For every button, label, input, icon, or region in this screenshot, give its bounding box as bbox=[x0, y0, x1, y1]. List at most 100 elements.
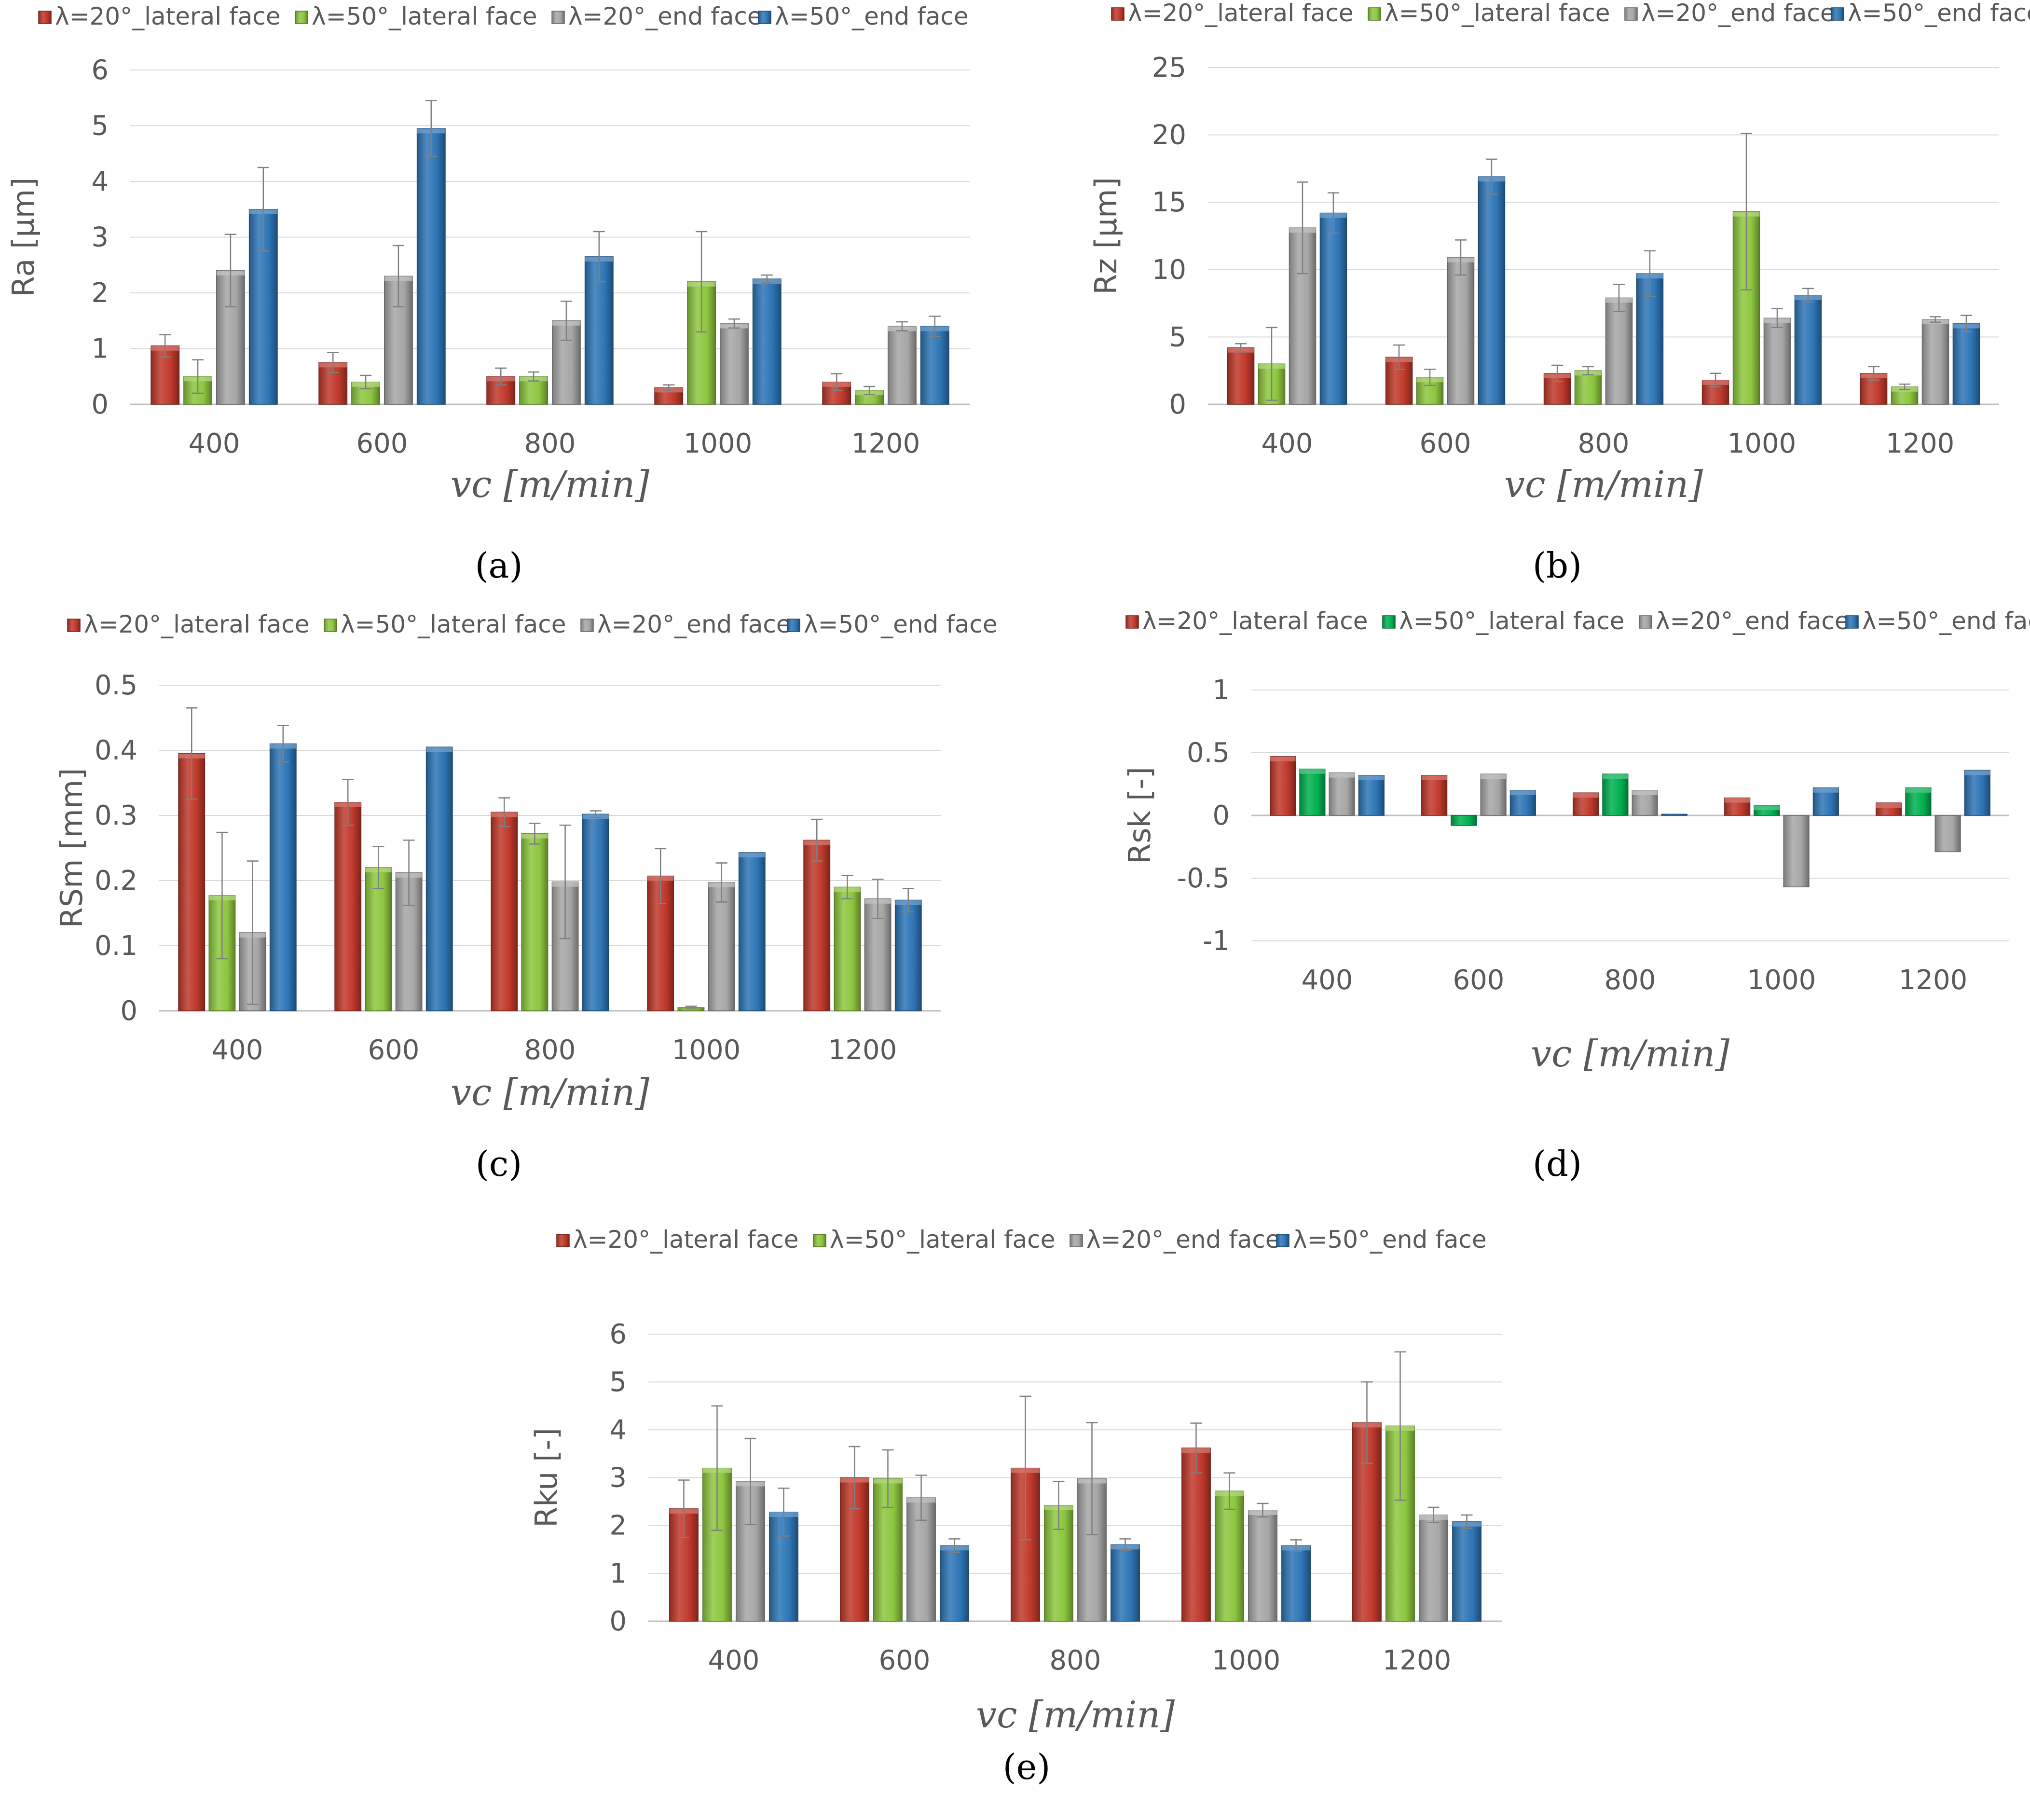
caption-b: (b) bbox=[1532, 545, 1582, 586]
legend-swatch bbox=[1276, 1234, 1289, 1247]
error-bar bbox=[872, 879, 884, 919]
error-bar bbox=[1119, 1538, 1131, 1551]
x-tick-label: 400 bbox=[1302, 965, 1353, 996]
x-tick-label: 800 bbox=[1605, 965, 1656, 996]
x-tick-label: 400 bbox=[1262, 428, 1313, 459]
legend-swatch bbox=[1831, 7, 1844, 21]
error-bar bbox=[327, 352, 339, 373]
x-tick-label: 1200 bbox=[1383, 1645, 1452, 1676]
error-bar bbox=[948, 1538, 960, 1553]
error-bar bbox=[425, 100, 437, 157]
legend-item: λ=50°_end face bbox=[787, 610, 998, 638]
legend-item: λ=50°_lateral face bbox=[295, 2, 537, 30]
error-bar bbox=[811, 818, 823, 862]
error-bar bbox=[1394, 1351, 1406, 1501]
error-bar bbox=[186, 707, 198, 800]
legend-item: λ=20°_end face bbox=[580, 610, 791, 638]
error-bar bbox=[1190, 1422, 1202, 1474]
legend-label: λ=50°_end face bbox=[804, 610, 998, 638]
legend-item: λ=20°_lateral face bbox=[1111, 0, 1353, 27]
bar bbox=[521, 833, 549, 1011]
legend-swatch bbox=[1382, 615, 1396, 629]
bar bbox=[425, 746, 453, 1011]
error-bar bbox=[841, 874, 853, 900]
bar bbox=[738, 852, 766, 1011]
legend-swatch bbox=[1125, 615, 1139, 629]
legend-swatch bbox=[556, 1234, 570, 1247]
error-bar bbox=[864, 386, 876, 395]
y-tick-label: 0 bbox=[91, 389, 109, 420]
y-tick-label: 1 bbox=[91, 333, 109, 365]
error-bar bbox=[1427, 1506, 1440, 1523]
x-tick-label: 1000 bbox=[1212, 1645, 1281, 1676]
error-bar bbox=[342, 779, 354, 826]
y-tick-label: 2 bbox=[91, 277, 109, 309]
bar bbox=[1934, 815, 1961, 853]
legend-item: λ=50°_end face bbox=[1845, 608, 2030, 635]
chart-c-svg: 0 0.1 0.2 0.3 0.4 0.5 400 600 800 1000 1200 RSm [mm… bbox=[54, 610, 998, 1114]
error-bar bbox=[559, 825, 571, 939]
error-bar bbox=[1424, 369, 1436, 386]
legend-swatch bbox=[295, 11, 308, 24]
error-bar bbox=[1053, 1481, 1065, 1530]
y-tick-label: 4 bbox=[609, 1414, 627, 1446]
bar bbox=[269, 743, 297, 1011]
y-tick-label: 1 bbox=[609, 1558, 627, 1589]
x-tick-label: 1200 bbox=[851, 428, 920, 459]
legend-item: λ=20°_end face bbox=[1070, 1226, 1280, 1254]
x-tick-label: 800 bbox=[1050, 1645, 1101, 1676]
bar bbox=[1227, 347, 1255, 405]
error-bar bbox=[1223, 1472, 1235, 1510]
y-tick-label: 6 bbox=[609, 1319, 627, 1350]
y-tick-label: 25 bbox=[1152, 52, 1186, 83]
y-tick-label: 3 bbox=[91, 222, 109, 253]
bar bbox=[582, 813, 609, 1011]
bar bbox=[1783, 815, 1810, 887]
bar bbox=[1605, 297, 1633, 405]
error-bar bbox=[744, 1437, 756, 1525]
bar bbox=[834, 886, 861, 1011]
legend-label: λ=20°_lateral face bbox=[55, 2, 280, 30]
x-tick-label: 600 bbox=[368, 1034, 420, 1066]
legend-item: λ=50°_lateral face bbox=[1382, 608, 1624, 635]
error-bar bbox=[1929, 316, 1941, 323]
error-bar bbox=[216, 831, 228, 960]
error-bar bbox=[696, 231, 708, 333]
x-tick-label: 600 bbox=[357, 428, 408, 459]
chart-d-svg: -1 -0.5 0 0.5 1 400 600 800 1000 1200 Rsk [-] vc [m… bbox=[1122, 608, 2030, 1075]
y-tick-label: 0 bbox=[120, 995, 137, 1027]
bar bbox=[1754, 805, 1780, 816]
bar bbox=[1905, 787, 1932, 816]
legend-label: λ=50°_lateral face bbox=[312, 2, 537, 30]
x-tick-label: 1200 bbox=[1886, 428, 1955, 459]
x-tick-label: 400 bbox=[708, 1645, 760, 1676]
error-bar bbox=[528, 371, 540, 382]
bar bbox=[940, 1545, 969, 1622]
y-tick-label: 0.5 bbox=[1187, 737, 1230, 769]
error-bar bbox=[1257, 1503, 1269, 1518]
error-bar bbox=[1290, 1539, 1302, 1552]
legend-item: λ=20°_end face bbox=[1639, 608, 1850, 635]
bar bbox=[1573, 792, 1599, 816]
error-bar bbox=[1710, 372, 1722, 387]
legend-label: λ=20°_end face bbox=[1656, 608, 1850, 635]
legend-label: λ=20°_end face bbox=[597, 610, 791, 638]
y-axis-label: RSm [mm] bbox=[54, 768, 89, 928]
legend-item: λ=20°_lateral face bbox=[1125, 608, 1368, 635]
chart-panel-d: -1 -0.5 0 0.5 1 400 600 800 1000 1200 Rsk [-] vc [m… bbox=[1015, 608, 2030, 1144]
legend-label: λ=50°_lateral face bbox=[1399, 608, 1624, 635]
y-tick-label: 0.3 bbox=[95, 800, 137, 831]
error-bar bbox=[529, 822, 541, 845]
chart-a-svg: 0 1 2 3 4 5 6 400 600 800 1000 1200 Ra [µm] vc [m/min… bbox=[6, 2, 970, 506]
legend-item: λ=50°_lateral face bbox=[813, 1226, 1055, 1254]
error-bar bbox=[498, 797, 510, 827]
error-bar bbox=[1644, 250, 1656, 297]
error-bar bbox=[711, 1405, 723, 1531]
bar bbox=[1632, 790, 1658, 816]
bar bbox=[1602, 773, 1629, 816]
bar bbox=[920, 326, 949, 405]
error-bar bbox=[372, 846, 384, 889]
legend-item: λ=20°_lateral face bbox=[38, 2, 280, 30]
y-axis-label: Rsk [-] bbox=[1122, 767, 1157, 864]
x-tick-label: 1000 bbox=[1747, 965, 1816, 996]
